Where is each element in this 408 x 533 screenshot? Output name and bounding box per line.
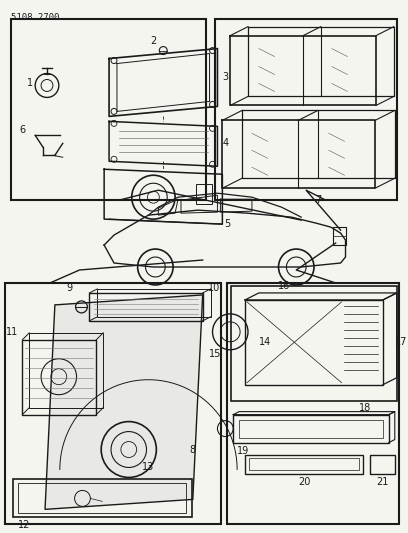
- Text: 14: 14: [259, 337, 271, 347]
- Text: 5108 2700: 5108 2700: [11, 13, 59, 22]
- Bar: [239, 419, 383, 438]
- Text: 12: 12: [18, 520, 31, 530]
- Text: 5: 5: [224, 219, 231, 229]
- Text: 15: 15: [209, 349, 222, 359]
- Bar: [89, 293, 203, 321]
- Bar: [231, 286, 397, 401]
- Bar: [29, 333, 103, 408]
- Bar: [245, 455, 363, 474]
- Text: 8: 8: [190, 445, 196, 455]
- Bar: [333, 227, 346, 245]
- Text: 11: 11: [7, 327, 19, 337]
- Text: 18: 18: [359, 402, 371, 413]
- Bar: [249, 458, 359, 471]
- Text: 4: 4: [222, 139, 228, 148]
- Bar: [227, 283, 399, 524]
- Text: 10: 10: [208, 283, 221, 293]
- Text: 20: 20: [298, 478, 310, 488]
- Bar: [13, 480, 192, 518]
- Text: 19: 19: [237, 446, 249, 456]
- Text: 1: 1: [27, 78, 33, 88]
- Bar: [97, 289, 211, 317]
- Bar: [4, 283, 222, 524]
- Bar: [215, 19, 397, 200]
- Text: 21: 21: [376, 478, 388, 488]
- Text: 17: 17: [395, 337, 407, 347]
- Text: 6: 6: [19, 125, 25, 135]
- Bar: [245, 300, 383, 385]
- Text: 13: 13: [142, 463, 155, 472]
- Polygon shape: [45, 295, 203, 510]
- Text: 7: 7: [315, 195, 321, 205]
- Bar: [370, 455, 395, 474]
- Text: 9: 9: [67, 283, 73, 293]
- Text: 2: 2: [150, 36, 157, 46]
- Bar: [18, 483, 186, 513]
- Text: 16: 16: [278, 281, 290, 291]
- Bar: [233, 415, 389, 442]
- Text: 3: 3: [222, 72, 228, 83]
- Bar: [11, 19, 206, 200]
- Bar: [22, 340, 96, 415]
- Bar: [333, 227, 346, 236]
- Bar: [196, 184, 211, 204]
